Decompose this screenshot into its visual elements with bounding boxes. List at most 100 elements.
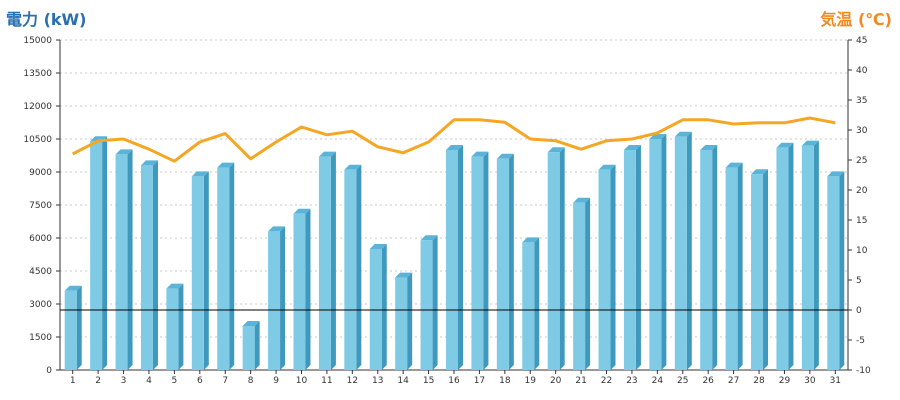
bar [649,139,662,370]
x-tick-label: 21 [575,376,586,386]
bar-top [751,169,769,175]
bar [293,213,306,370]
x-tick-label: 10 [296,376,308,386]
left-tick-label: 4500 [29,267,52,277]
bar [166,288,179,370]
bar-side [813,140,819,370]
x-tick-label: 4 [146,376,152,386]
x-tick-label: 7 [222,376,228,386]
bar-side [280,226,286,370]
bar [90,141,103,370]
left-tick-label: 13500 [23,69,52,79]
bar-top [547,147,565,153]
bar-top [471,151,489,157]
bar [140,165,153,370]
bar-top [268,226,286,232]
bar-top [674,131,692,137]
x-tick-label: 2 [95,376,101,386]
bar-top [369,244,387,249]
bar-top [700,145,718,150]
left-tick-label: 1500 [29,333,52,343]
bar [420,240,433,370]
x-tick-label: 27 [728,376,739,386]
bar-top [115,149,133,155]
x-tick-label: 12 [347,376,358,386]
bar-side [661,134,667,370]
right-tick-label: 35 [856,96,867,106]
bar-top [140,160,158,166]
bar-side [737,162,743,370]
left-tick-label: 7500 [29,201,52,211]
x-tick-label: 1 [70,376,76,386]
bar-top [420,235,438,241]
bar [573,202,586,370]
bar [217,167,230,370]
x-tick-label: 30 [804,376,816,386]
bar-side [686,131,692,370]
bar-side [254,321,260,370]
x-tick-label: 8 [248,376,254,386]
bar-top [344,164,362,170]
bar-top [776,142,794,148]
right-tick-label: 5 [856,276,862,286]
bar [395,277,408,370]
left-tick-label: 12000 [23,102,52,112]
x-tick-label: 17 [474,376,485,386]
bar-side [178,283,184,370]
bar [827,176,840,370]
right-tick-label: 0 [856,306,862,316]
x-tick-label: 19 [525,376,537,386]
x-tick-label: 22 [601,376,612,386]
bar-side [585,197,591,370]
bar-side [458,145,463,370]
x-tick-label: 23 [626,376,637,386]
right-tick-label: -10 [856,366,871,376]
bar [725,167,738,370]
bar [801,145,814,370]
bar-top [191,171,209,177]
bar-top [446,145,463,150]
x-tick-label: 26 [702,376,714,386]
bar-top [318,151,336,157]
bar-top [573,197,591,203]
x-tick-label: 14 [397,376,409,386]
bar-side [102,136,108,370]
left-tick-label: 9000 [29,168,52,178]
left-tick-label: 10500 [23,135,52,145]
bar-side [152,160,158,370]
left-axis-label: 電力 (kW) [6,10,87,29]
x-tick-label: 13 [372,376,383,386]
bar-side [763,169,769,370]
bar-side [203,171,209,370]
bar [471,156,484,370]
x-tick-label: 20 [550,376,562,386]
x-tick-label: 25 [677,376,688,386]
x-tick-label: 11 [321,376,332,386]
bar-top [217,162,235,168]
bar-side [534,237,540,370]
bar-side [127,149,133,370]
bar-side [559,147,565,370]
x-tick-label: 24 [652,376,664,386]
bar-side [432,235,438,370]
bar-side [407,272,413,370]
x-tick-label: 6 [197,376,203,386]
bar [191,176,204,370]
bar-side [305,208,311,370]
x-tick-label: 9 [273,376,279,386]
bar [700,150,713,370]
bar-side [635,145,641,370]
bar [496,158,509,370]
bar-side [788,142,794,370]
bar [446,150,458,370]
left-tick-label: 3000 [29,300,52,310]
bar [598,169,611,370]
right-tick-label: 45 [856,36,867,46]
left-tick-label: 6000 [29,234,52,244]
x-tick-label: 16 [448,376,460,386]
x-tick-label: 28 [753,376,765,386]
bar [623,150,636,370]
bar-top [725,162,743,168]
bar [242,326,255,370]
